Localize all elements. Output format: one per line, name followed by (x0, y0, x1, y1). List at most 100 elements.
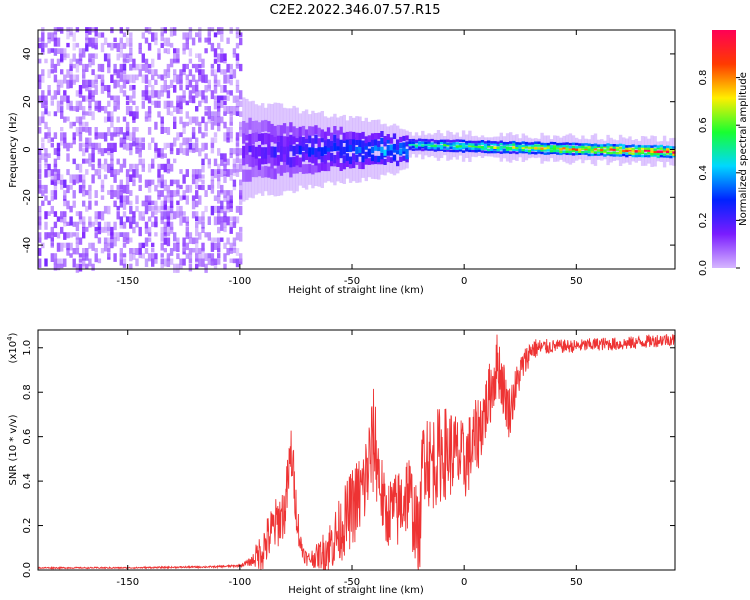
spectrogram-cell (163, 258, 167, 267)
spectrogram-cell (210, 174, 215, 182)
spectrogram-cell (465, 149, 469, 152)
spectrogram-cell (289, 157, 293, 168)
spectrogram-cell (176, 79, 180, 85)
colorbar-tick-label: 0.0 (698, 260, 709, 276)
spectrogram-cell (166, 195, 171, 203)
spectrogram-cell (72, 42, 76, 51)
spectrogram-cell (204, 190, 208, 197)
spectrogram-cell (261, 166, 265, 178)
spectrogram-cell (198, 253, 202, 261)
spectrogram-cell (44, 42, 48, 48)
spectrogram-cell (60, 48, 64, 54)
spectrogram-cell (53, 48, 58, 56)
spectrogram-cell (239, 232, 243, 242)
spectrogram-cell (173, 58, 177, 64)
spectrogram-cell (163, 184, 167, 192)
spectrogram-cell (458, 149, 463, 152)
spectrogram-cell (195, 169, 199, 179)
spectrogram-cell (154, 37, 158, 46)
spectrogram-cell (110, 142, 114, 149)
spectrogram-cell (540, 149, 544, 152)
spectrogram-cell (600, 144, 604, 147)
spectrogram-cell (342, 146, 346, 155)
spectrogram-cell (182, 69, 186, 76)
spectrogram-cell (176, 211, 180, 218)
spectrogram-cell (480, 145, 485, 149)
colorbar-tick-label: 0.4 (698, 165, 709, 181)
spectrogram-cell (135, 205, 139, 212)
spectrogram-cell (515, 142, 519, 145)
spectrogram-cell (490, 148, 494, 151)
spectrogram-cell (383, 149, 387, 156)
spectrogram-cell (666, 148, 670, 151)
spectrogram-cell (217, 42, 221, 50)
spectrogram-cell (468, 143, 472, 146)
spectrogram-cell (210, 258, 215, 266)
spectrogram-cell (53, 132, 58, 139)
spectrogram-cell (427, 146, 431, 150)
spectrogram-y-label: Frequency (Hz) (8, 112, 19, 188)
spectrogram-cell (122, 158, 127, 168)
spectrogram-cell (468, 149, 472, 153)
spectrogram-cell (113, 63, 117, 73)
spectrogram-cell (348, 137, 353, 145)
spectrogram-cell (113, 169, 117, 175)
spectrogram-cell (339, 126, 343, 135)
spectrogram-cell (157, 179, 161, 188)
spectrogram-cell (78, 127, 83, 134)
spectrogram-cell (656, 145, 660, 148)
spectrogram-cell (163, 179, 167, 186)
spectrogram-cell (125, 27, 130, 32)
spectrogram-cell (72, 137, 76, 145)
spectrogram-cell (176, 184, 180, 194)
spectrogram-cell (220, 85, 224, 93)
spectrogram-cell (603, 145, 607, 149)
spectrogram-cell (609, 144, 613, 147)
spectrogram-cell (455, 145, 459, 148)
spectrogram-cell (85, 63, 89, 72)
spectrogram-cell (615, 144, 620, 147)
spectrogram-cell (521, 146, 525, 149)
spectrogram-cell (436, 144, 441, 148)
spectrogram-cell (430, 144, 434, 148)
spectrogram-cell (50, 253, 54, 262)
spectrogram-cell (116, 69, 120, 79)
spectrogram-cell (358, 161, 362, 169)
spectrogram-cell (125, 53, 130, 59)
spectrogram-cell (672, 148, 676, 152)
spectrogram-cell (389, 144, 394, 151)
spectrogram-cell (182, 258, 186, 266)
spectrogram-cell (82, 95, 86, 102)
spectrogram-cell (191, 74, 196, 82)
snr-plot-area (38, 330, 675, 570)
spectrogram-cell (75, 100, 80, 109)
spectrogram-cell (217, 148, 221, 156)
spectrogram-cell (364, 157, 368, 165)
spectrogram-cell (581, 151, 585, 154)
spectrogram-cell (110, 242, 114, 249)
snr-x-ticks: -150 -100 -50 0 50 (116, 330, 583, 588)
spectrogram-cell (386, 145, 390, 151)
spectrogram-cell (229, 116, 233, 126)
spectrogram-cell (163, 74, 167, 79)
spectrogram-cell (242, 121, 246, 134)
spectrogram-cell (78, 263, 83, 272)
spectrogram-cell (210, 242, 215, 252)
spectrogram-cell (179, 195, 183, 201)
spectrogram-cell (198, 258, 202, 267)
spectrogram-cell (405, 157, 409, 163)
spectrogram-cell (509, 141, 513, 144)
spectrogram-cell (669, 150, 673, 153)
spectrogram-cell (659, 147, 664, 150)
spectrogram-cell (210, 121, 215, 130)
spectrogram-cell (229, 226, 233, 234)
spectrogram-cell (38, 37, 42, 42)
spectrogram-cell (182, 148, 186, 155)
spectrogram-cell (56, 148, 61, 157)
spectrogram-cell (204, 37, 208, 43)
spectrogram-cell (103, 158, 108, 165)
spectrogram-cell (245, 169, 249, 182)
spectrogram-cell (100, 248, 105, 254)
spectrogram-cell (220, 221, 224, 231)
spectrogram-cell (201, 132, 205, 139)
